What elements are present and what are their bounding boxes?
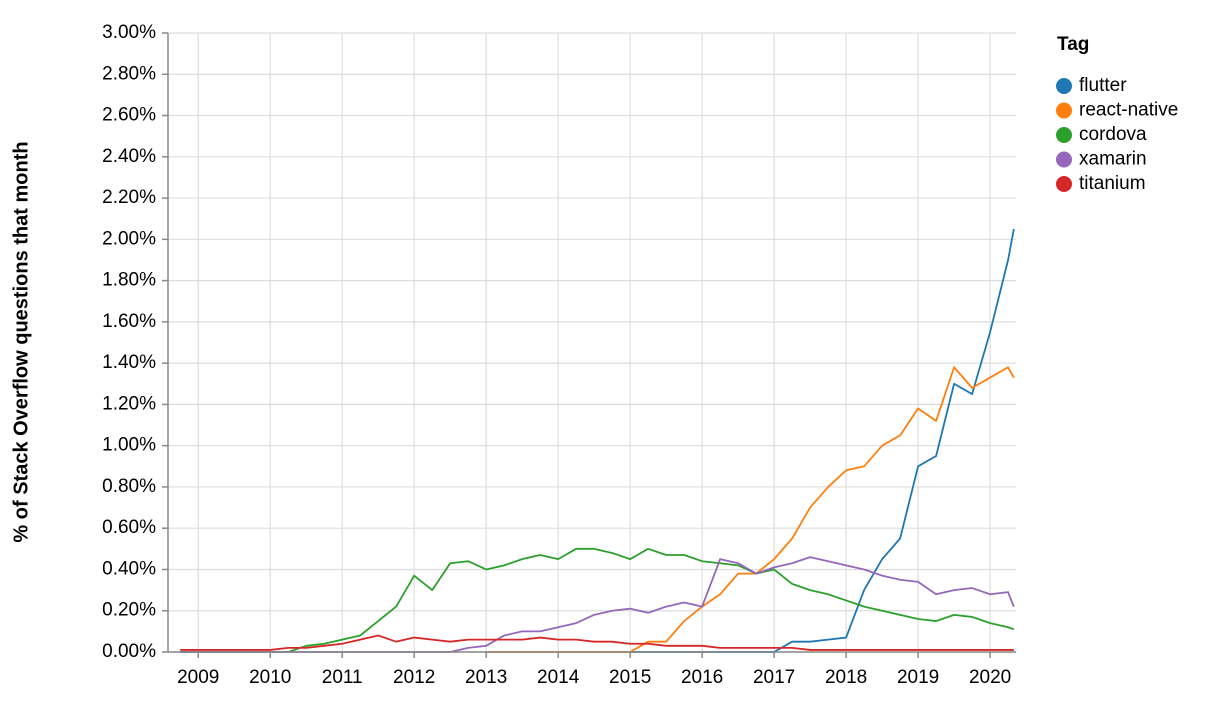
y-axis-label: % of Stack Overflow questions that month [10, 141, 32, 542]
y-tick-label: 1.60% [102, 311, 156, 332]
x-tick-label: 2018 [825, 667, 867, 688]
y-tick-label: 0.60% [102, 517, 156, 538]
x-tick-label: 2009 [177, 667, 219, 688]
y-tick-label: 2.20% [102, 187, 156, 208]
series-line [630, 228, 1015, 653]
y-tick-label: 2.00% [102, 228, 156, 249]
lines [180, 228, 1015, 653]
y-tick-label: 3.00% [102, 22, 156, 43]
y-tick-label: 0.80% [102, 476, 156, 497]
x-tick-label: 2019 [897, 667, 939, 688]
series-line [180, 556, 1015, 653]
x-tick-label: 2015 [609, 667, 651, 688]
series-line [486, 366, 1015, 653]
x-tick-label: 2013 [465, 667, 507, 688]
grid [168, 32, 1016, 653]
legend-label: react-native [1079, 100, 1178, 121]
y-tick-label: 0.40% [102, 558, 156, 579]
x-tick-label: 2016 [681, 667, 723, 688]
y-tick-label: 0.00% [102, 641, 156, 662]
legend-swatch [1056, 78, 1072, 94]
legend-swatch [1056, 151, 1072, 168]
y-tick-label: 2.80% [102, 63, 156, 84]
y-tick-label: 1.20% [102, 393, 156, 414]
series-line [180, 634, 1014, 651]
x-tick-label: 2020 [969, 667, 1011, 688]
legend-swatch [1056, 102, 1072, 119]
y-tick-label: 1.80% [102, 270, 156, 291]
legend-label: cordova [1079, 124, 1147, 145]
y-tick-label: 0.20% [102, 600, 156, 621]
x-tick-label: 2017 [753, 667, 795, 688]
y-tick-label: 2.60% [102, 105, 156, 126]
legend-label: xamarin [1079, 149, 1147, 170]
x-tick-label: 2011 [322, 667, 363, 688]
x-tick-label: 2010 [249, 667, 291, 688]
x-tick-label: 2012 [393, 667, 435, 688]
legend-title: Tag [1057, 34, 1089, 55]
legend-label: titanium [1079, 173, 1146, 194]
y-tick-label: 1.40% [102, 352, 156, 373]
series-line [180, 547, 1015, 653]
x-tick-label: 2014 [537, 667, 580, 688]
legend-swatch [1056, 127, 1072, 143]
y-tick-label: 1.00% [102, 435, 156, 456]
legend-label: flutter [1079, 75, 1127, 96]
legend-swatch [1056, 176, 1072, 192]
y-tick-label: 2.40% [102, 146, 156, 167]
